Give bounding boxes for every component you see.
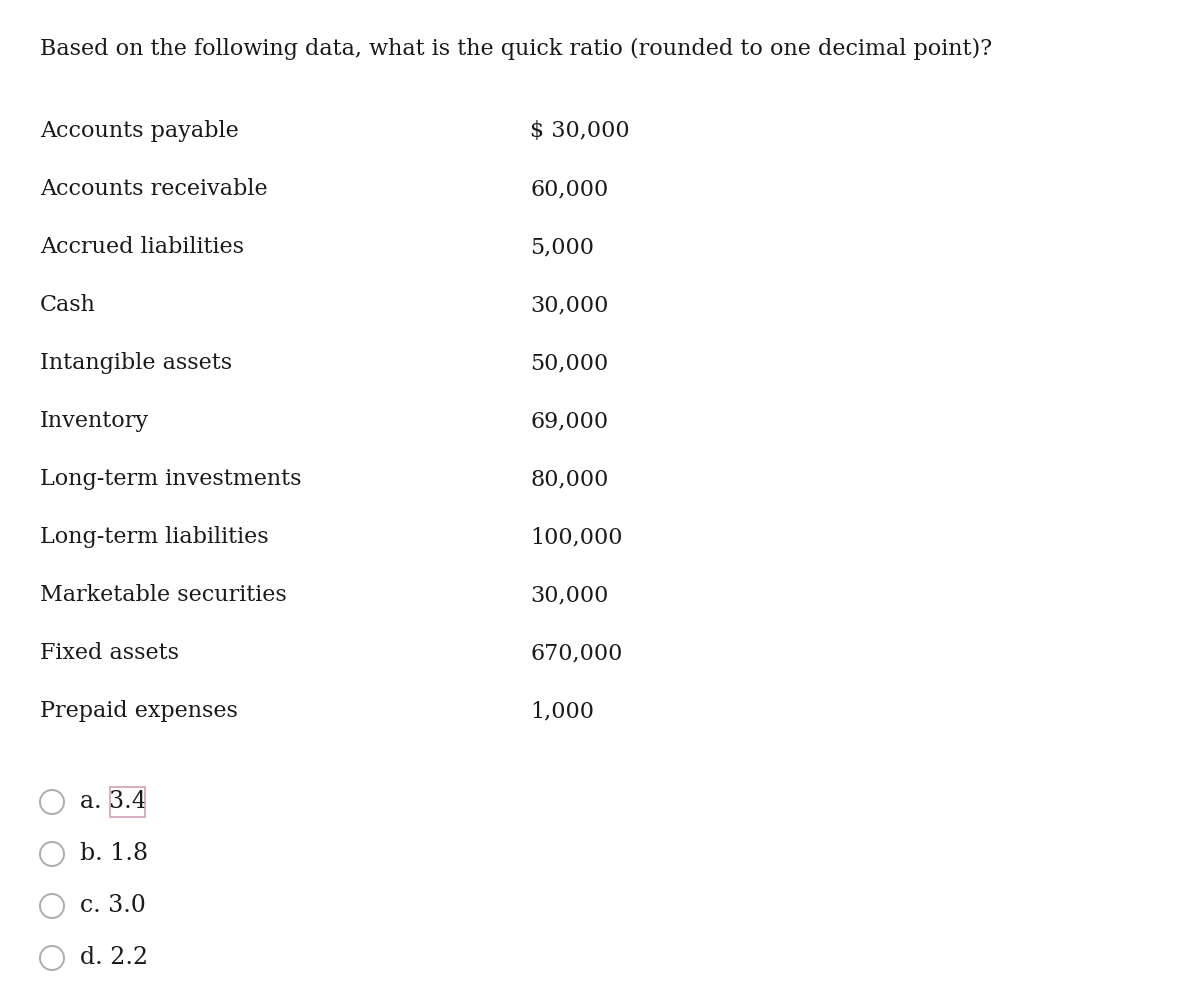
Text: Accounts receivable: Accounts receivable <box>41 178 268 200</box>
Text: d. 2.2: d. 2.2 <box>80 946 148 969</box>
Text: 30,000: 30,000 <box>530 584 608 606</box>
Text: 60,000: 60,000 <box>530 178 608 200</box>
Text: Cash: Cash <box>41 294 95 316</box>
Text: 50,000: 50,000 <box>530 352 608 374</box>
Text: b. 1.8: b. 1.8 <box>80 842 148 865</box>
Text: Marketable securities: Marketable securities <box>41 584 287 606</box>
Text: 1,000: 1,000 <box>530 700 594 722</box>
Text: 670,000: 670,000 <box>530 642 622 664</box>
Text: 80,000: 80,000 <box>530 468 608 490</box>
Text: Long-term liabilities: Long-term liabilities <box>41 526 268 548</box>
Text: Based on the following data, what is the quick ratio (rounded to one decimal poi: Based on the following data, what is the… <box>41 38 992 60</box>
Text: Accrued liabilities: Accrued liabilities <box>41 236 244 258</box>
Text: 100,000: 100,000 <box>530 526 622 548</box>
Text: $ 30,000: $ 30,000 <box>530 120 629 142</box>
Text: Intangible assets: Intangible assets <box>41 352 232 374</box>
Text: Fixed assets: Fixed assets <box>41 642 179 664</box>
Text: Accounts payable: Accounts payable <box>41 120 238 142</box>
Text: 30,000: 30,000 <box>530 294 608 316</box>
Text: a. 3.4: a. 3.4 <box>80 790 147 813</box>
Text: Prepaid expenses: Prepaid expenses <box>41 700 238 722</box>
Text: c. 3.0: c. 3.0 <box>80 894 145 917</box>
Text: Long-term investments: Long-term investments <box>41 468 302 490</box>
Text: 5,000: 5,000 <box>530 236 594 258</box>
Text: Inventory: Inventory <box>41 410 149 432</box>
Text: 69,000: 69,000 <box>530 410 608 432</box>
